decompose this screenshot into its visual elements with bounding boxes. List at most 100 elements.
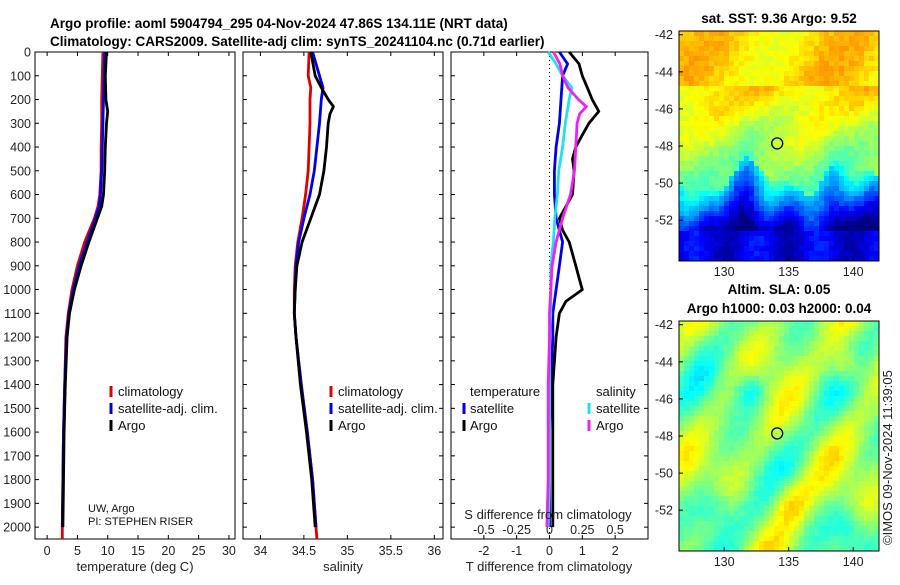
heatmap-cell — [864, 456, 870, 462]
heatmap-cell — [869, 51, 875, 57]
heatmap-cell — [734, 66, 740, 72]
heatmap-cell — [784, 451, 790, 457]
heatmap-cell — [699, 321, 705, 327]
heatmap-cell — [769, 66, 775, 72]
heatmap-cell — [719, 66, 725, 72]
heatmap-cell — [874, 56, 880, 62]
heatmap-cell — [689, 56, 695, 62]
heatmap-cell — [749, 136, 755, 142]
heatmap-cell — [814, 351, 820, 357]
heatmap-cell — [684, 421, 690, 427]
heatmap-cell — [804, 241, 810, 247]
heatmap-cell — [729, 196, 735, 202]
heatmap-cell — [874, 486, 880, 492]
heatmap-cell — [724, 441, 730, 447]
heatmap-cell — [864, 96, 870, 102]
heatmap-cell — [754, 336, 760, 342]
heatmap-cell — [804, 201, 810, 207]
heatmap-cell — [684, 336, 690, 342]
heatmap-cell — [699, 136, 705, 142]
heatmap-cell — [679, 131, 685, 137]
heatmap-cell — [764, 351, 770, 357]
heatmap-cell — [714, 91, 720, 97]
heatmap-cell — [699, 121, 705, 127]
heatmap-cell — [794, 181, 800, 187]
heatmap-cell — [744, 206, 750, 212]
heatmap-cell — [824, 381, 830, 387]
heatmap-cell — [749, 321, 755, 327]
heatmap-cell — [829, 396, 835, 402]
heatmap-cell — [759, 76, 765, 82]
heatmap-cell — [734, 91, 740, 97]
heatmap-cell — [824, 396, 830, 402]
heatmap-cell — [729, 446, 735, 452]
heatmap-cell — [839, 461, 845, 467]
heatmap-cell — [844, 486, 850, 492]
heatmap-cell — [699, 476, 705, 482]
heatmap-cell — [789, 376, 795, 382]
x-tick-label: 35.5 — [379, 544, 403, 558]
heatmap-cell — [859, 191, 865, 197]
heatmap-cell — [799, 101, 805, 107]
heatmap-cell — [709, 506, 715, 512]
heatmap-cell — [679, 456, 685, 462]
heatmap-cell — [744, 96, 750, 102]
heatmap-cell — [759, 146, 765, 152]
heatmap-cell — [714, 46, 720, 52]
heatmap-cell — [839, 196, 845, 202]
heatmap-cell — [809, 196, 815, 202]
heatmap-cell — [759, 181, 765, 187]
heatmap-cell — [719, 536, 725, 542]
heatmap-cell — [859, 216, 865, 222]
heatmap-cell — [729, 486, 735, 492]
heatmap-cell — [829, 171, 835, 177]
heatmap-cell — [819, 511, 825, 517]
heatmap-cell — [709, 176, 715, 182]
heatmap-cell — [724, 231, 730, 237]
heatmap-cell — [794, 196, 800, 202]
heatmap-cell — [804, 216, 810, 222]
heatmap-cell — [819, 201, 825, 207]
heatmap-cell — [774, 391, 780, 397]
heatmap-cell — [739, 201, 745, 207]
heatmap-cell — [779, 241, 785, 247]
heatmap-cell — [754, 146, 760, 152]
heatmap-cell — [769, 31, 775, 37]
heatmap-cell — [684, 531, 690, 537]
heatmap-cell — [834, 511, 840, 517]
heatmap-cell — [704, 526, 710, 532]
heatmap-cell — [804, 351, 810, 357]
heatmap-cell — [739, 336, 745, 342]
heatmap-cell — [684, 471, 690, 477]
x-tick-label: 130 — [714, 555, 735, 569]
legend-climatology: climatology — [338, 384, 404, 399]
heatmap-cell — [864, 326, 870, 332]
heatmap-cell — [829, 471, 835, 477]
heatmap-cell — [789, 241, 795, 247]
heatmap-cell — [689, 516, 695, 522]
legend-temperature-title: temperature — [470, 384, 540, 399]
heatmap-cell — [789, 196, 795, 202]
heatmap-cell — [699, 436, 705, 442]
heatmap-cell — [774, 96, 780, 102]
heatmap-cell — [744, 466, 750, 472]
heatmap-cell — [839, 371, 845, 377]
heatmap-cell — [844, 501, 850, 507]
heatmap-cell — [874, 226, 880, 232]
heatmap-cell — [834, 236, 840, 242]
heatmap-cell — [689, 386, 695, 392]
heatmap-cell — [699, 406, 705, 412]
heatmap-cell — [699, 366, 705, 372]
heatmap-cell — [719, 201, 725, 207]
heatmap-cell — [699, 401, 705, 407]
heatmap-cell — [729, 496, 735, 502]
heatmap-cell — [874, 166, 880, 172]
heatmap-cell — [694, 191, 700, 197]
heatmap-cell — [729, 511, 735, 517]
heatmap-cell — [754, 531, 760, 537]
heatmap-cell — [734, 376, 740, 382]
heatmap-cell — [694, 486, 700, 492]
heatmap-cell — [864, 146, 870, 152]
heatmap-cell — [779, 171, 785, 177]
heatmap-cell — [754, 401, 760, 407]
